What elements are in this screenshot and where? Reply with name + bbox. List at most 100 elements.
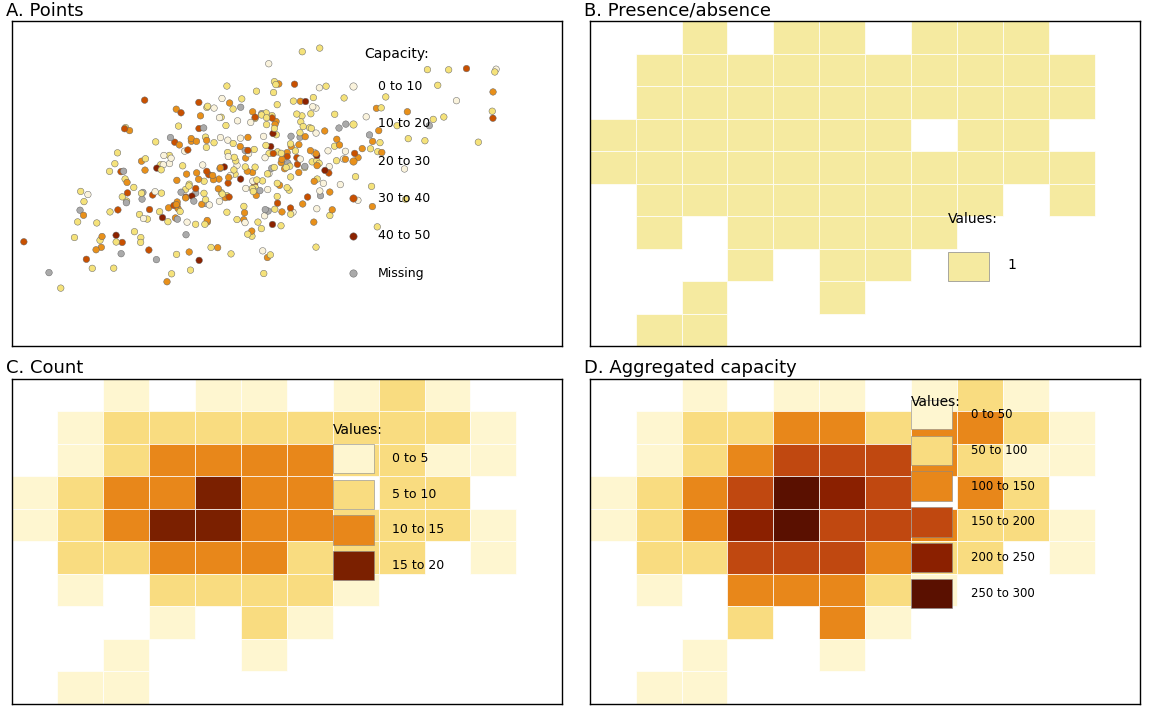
Point (264, 87, 282, 98)
Point (331, 139, 349, 151)
Point (68, 216, 86, 228)
Point (281, 171, 300, 183)
Bar (911, 379, 957, 412)
Point (116, 122, 135, 133)
Bar (425, 412, 470, 444)
Point (180, 246, 198, 257)
Bar (636, 574, 682, 606)
Point (372, 102, 391, 114)
Point (263, 110, 281, 122)
Bar (682, 21, 727, 54)
Bar (241, 476, 287, 509)
Point (439, 64, 457, 75)
Point (270, 78, 288, 90)
Point (188, 167, 206, 178)
Point (291, 95, 310, 107)
Bar (911, 507, 953, 537)
Bar (865, 476, 911, 509)
Point (174, 160, 192, 171)
Bar (379, 412, 425, 444)
Point (311, 186, 329, 197)
Point (311, 43, 329, 54)
Point (326, 109, 344, 120)
Point (268, 178, 287, 189)
Point (286, 78, 304, 90)
Text: D. Aggregated capacity: D. Aggregated capacity (584, 359, 797, 378)
Point (218, 191, 236, 203)
Point (327, 155, 346, 166)
Point (211, 163, 229, 174)
Point (147, 162, 166, 173)
Bar (727, 412, 773, 444)
Point (236, 183, 255, 194)
Point (347, 171, 365, 182)
Point (264, 219, 282, 230)
Point (244, 186, 263, 197)
Point (469, 137, 487, 148)
Point (108, 204, 127, 215)
Point (141, 204, 159, 215)
Point (262, 249, 280, 260)
Text: Values:: Values: (333, 423, 382, 437)
Point (262, 141, 280, 152)
Point (210, 183, 228, 194)
Bar (636, 184, 682, 216)
Point (167, 104, 185, 115)
Point (289, 139, 308, 150)
Point (416, 135, 434, 146)
Point (113, 191, 131, 203)
Point (257, 140, 275, 151)
Point (218, 190, 236, 201)
Bar (819, 639, 865, 671)
Bar (333, 515, 374, 545)
Point (266, 203, 285, 215)
Bar (773, 21, 819, 54)
Point (320, 161, 339, 172)
Point (168, 213, 187, 225)
Text: Values:: Values: (948, 212, 998, 226)
Point (258, 252, 276, 263)
Point (263, 112, 281, 124)
Bar (682, 54, 727, 86)
Point (293, 46, 311, 58)
Bar (1048, 151, 1094, 184)
Point (205, 102, 223, 114)
Point (245, 113, 264, 124)
Bar (773, 119, 819, 151)
Point (152, 188, 170, 199)
Bar (241, 639, 287, 671)
Point (126, 226, 144, 237)
Point (200, 199, 219, 210)
Point (213, 188, 232, 200)
Point (320, 210, 339, 221)
Point (247, 182, 265, 193)
Point (363, 136, 381, 147)
Point (301, 145, 319, 156)
Bar (241, 574, 287, 606)
Bar (58, 671, 104, 704)
Bar (241, 606, 287, 639)
Point (243, 167, 262, 178)
Point (256, 210, 274, 222)
Bar (911, 444, 957, 476)
Point (170, 139, 189, 151)
Point (259, 58, 278, 70)
Point (131, 232, 150, 243)
Point (176, 191, 195, 203)
Point (486, 66, 505, 77)
Bar (957, 541, 1002, 574)
Point (294, 198, 312, 210)
Point (198, 100, 217, 112)
Point (217, 120, 235, 132)
Point (265, 76, 283, 87)
Point (285, 95, 303, 107)
Bar (1048, 509, 1094, 541)
Point (349, 195, 367, 206)
Point (308, 150, 326, 161)
Point (566, 54, 584, 65)
Point (107, 236, 126, 247)
Point (325, 141, 343, 152)
Bar (104, 639, 150, 671)
Point (124, 182, 143, 193)
Point (176, 192, 195, 203)
